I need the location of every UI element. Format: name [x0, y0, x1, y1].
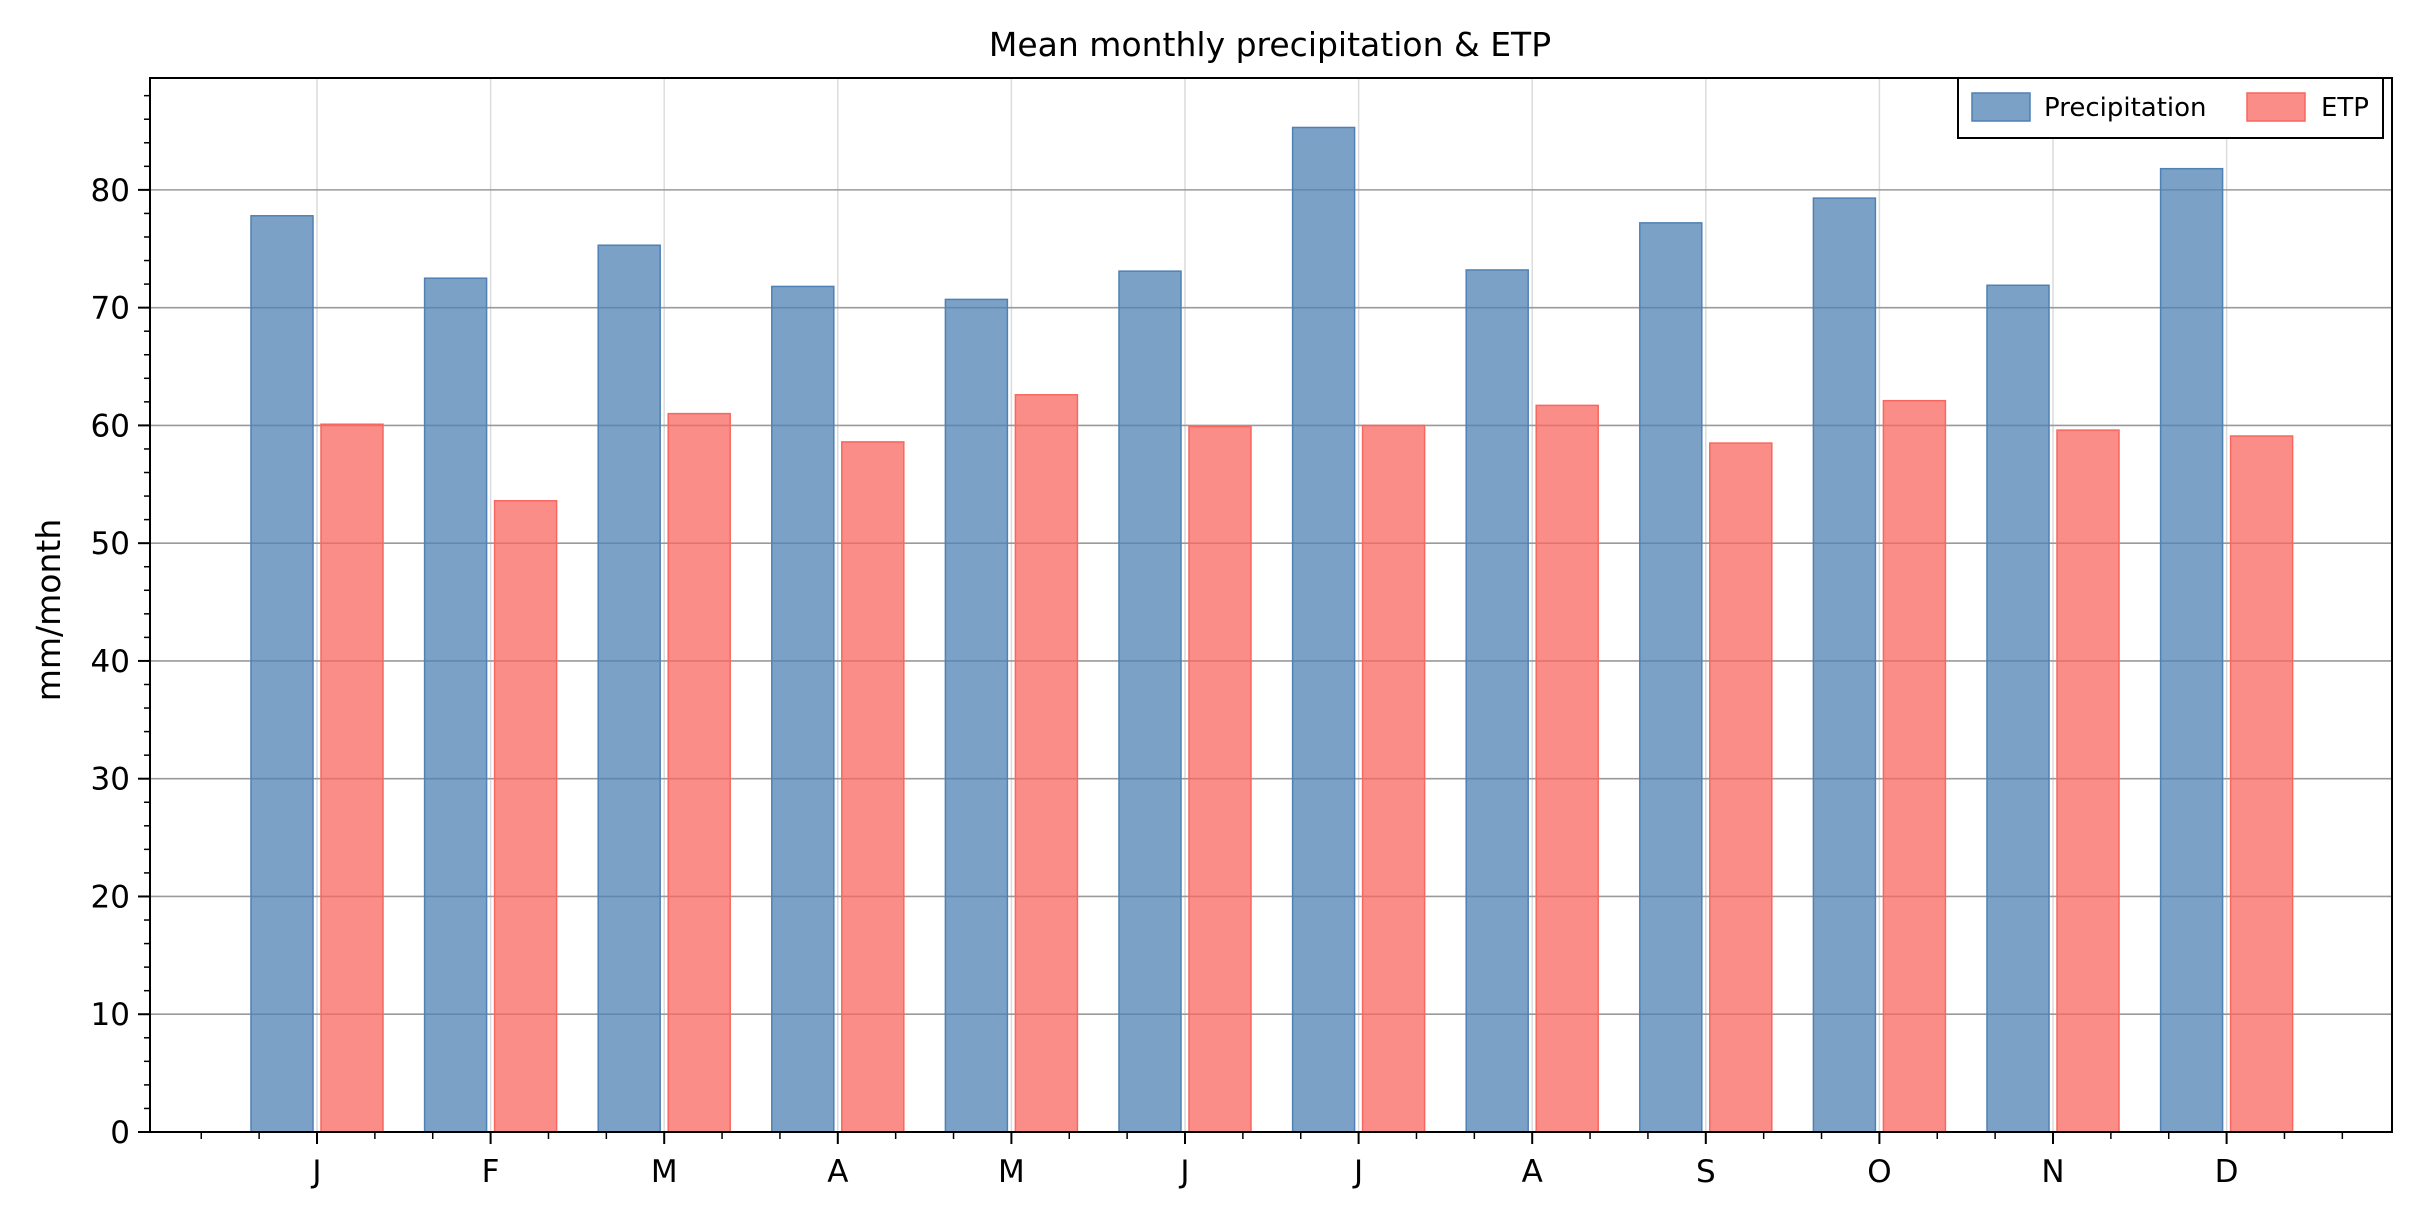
- bar-etp-10: [2056, 429, 2120, 1133]
- bar-precipitation-9: [1812, 197, 1877, 1133]
- x-tick-label: F: [482, 1154, 500, 1190]
- bar-etp-11: [2229, 435, 2294, 1133]
- bar-precipitation-0: [250, 215, 314, 1133]
- bar-etp-6: [1361, 424, 1426, 1133]
- bar-precipitation-10: [1986, 284, 2050, 1133]
- axis-layer: 0 10 20 30 40 50 60 70 80 J F M A M J J A S O N D: [91, 77, 2393, 1190]
- bar-etp-0: [320, 423, 384, 1133]
- x-tick-label: N: [2041, 1154, 2064, 1190]
- x-tick-label: A: [1522, 1154, 1543, 1190]
- legend-swatch-etp: [2246, 92, 2306, 122]
- bar-precipitation-4: [944, 298, 1009, 1133]
- bar-etp-1: [493, 500, 558, 1133]
- bar-precipitation-11: [2159, 167, 2224, 1133]
- bar-etp-3: [841, 441, 905, 1133]
- bar-etp-2: [667, 412, 731, 1133]
- x-tick-label: A: [827, 1154, 848, 1190]
- bar-precipitation-8: [1639, 222, 1703, 1133]
- bar-precipitation-3: [771, 285, 835, 1133]
- y-tick-label: 80: [91, 173, 130, 209]
- bar-precipitation-2: [597, 244, 661, 1133]
- x-tick-label: M: [651, 1154, 678, 1190]
- x-tick-label: J: [1178, 1154, 1189, 1190]
- bar-precipitation-1: [423, 277, 488, 1133]
- y-tick-label: 50: [91, 526, 130, 562]
- bar-etp-8: [1709, 442, 1773, 1133]
- x-tick-label: S: [1696, 1154, 1716, 1190]
- bar-etp-5: [1188, 425, 1252, 1133]
- y-tick-label: 60: [91, 408, 130, 444]
- bar-precipitation-7: [1465, 269, 1529, 1133]
- y-tick-label: 30: [91, 762, 130, 798]
- x-tick-label: D: [2215, 1154, 2239, 1190]
- y-tick-label: 10: [91, 997, 130, 1033]
- legend: Precipitation ETP: [1957, 77, 2384, 139]
- bar-etp-4: [1014, 394, 1079, 1133]
- legend-swatch-precipitation: [1971, 92, 2031, 122]
- x-tick-label: M: [998, 1154, 1025, 1190]
- legend-label-precipitation: Precipitation: [2044, 93, 2207, 123]
- y-tick-label: 20: [91, 879, 130, 915]
- bar-etp-7: [1535, 404, 1599, 1133]
- legend-label-etp: ETP: [2321, 93, 2369, 123]
- y-tick-label: 70: [91, 291, 130, 327]
- x-tick-label: O: [1867, 1154, 1891, 1190]
- bars-layer: [250, 126, 2294, 1133]
- bar-precipitation-6: [1291, 126, 1356, 1133]
- y-axis-label: mm/month: [29, 519, 68, 702]
- x-tick-label: J: [310, 1154, 321, 1190]
- x-tick-label: J: [1352, 1154, 1363, 1190]
- y-tick-label: 0: [110, 1115, 130, 1151]
- y-tick-label: 40: [91, 644, 130, 680]
- plot-frame: [149, 77, 2393, 1133]
- bar-precipitation-5: [1118, 270, 1182, 1133]
- chart-title: Mean monthly precipitation & ETP: [989, 25, 1551, 64]
- bar-etp-9: [1882, 399, 1947, 1133]
